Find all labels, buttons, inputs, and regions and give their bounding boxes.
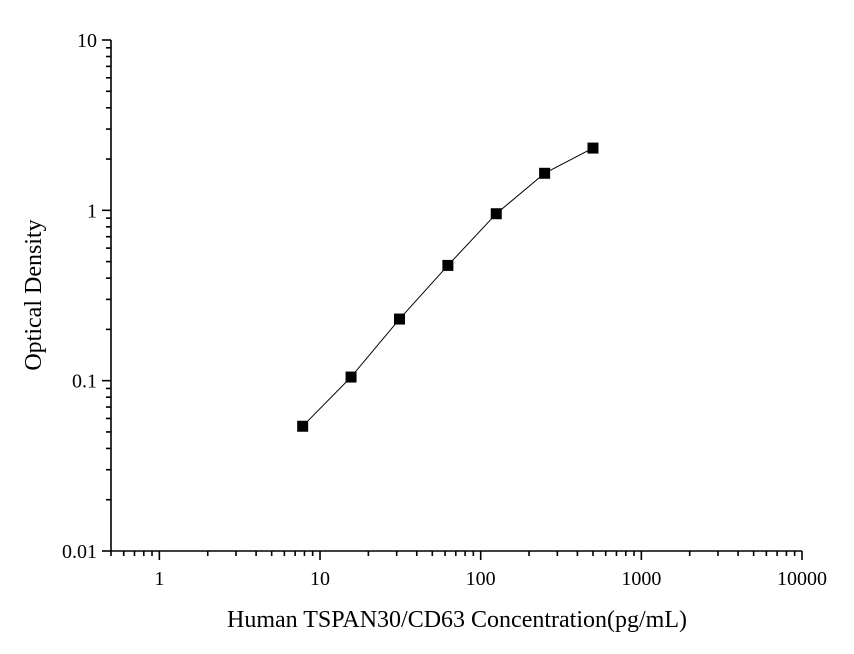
data-point [587,142,599,154]
x-tick-label: 1000 [621,568,661,590]
data-point [490,208,502,220]
data-point [442,259,454,271]
data-point [345,371,357,383]
x-tick-label: 10 [310,568,330,590]
y-tick-label: 0.1 [72,371,97,393]
axes [110,40,802,552]
axis-ticks: 1 10 100 1000 10000 0.01 0.1 1 10 [62,30,827,590]
x-tick-label: 1 [154,568,164,590]
data-point [394,313,406,325]
y-axis-title: Optical Density [21,219,47,370]
x-tick-label: 100 [466,568,496,590]
y-tick-label: 0.01 [62,541,97,563]
data-point [297,420,309,432]
y-tick-label: 1 [87,200,97,222]
data-point [539,167,551,179]
series-line [302,147,594,427]
x-axis-title: Human TSPAN30/CD63 Concentration(pg/mL) [227,607,687,633]
data-series [297,142,599,432]
y-tick-label: 10 [77,30,97,52]
x-tick-label: 10000 [777,568,827,590]
